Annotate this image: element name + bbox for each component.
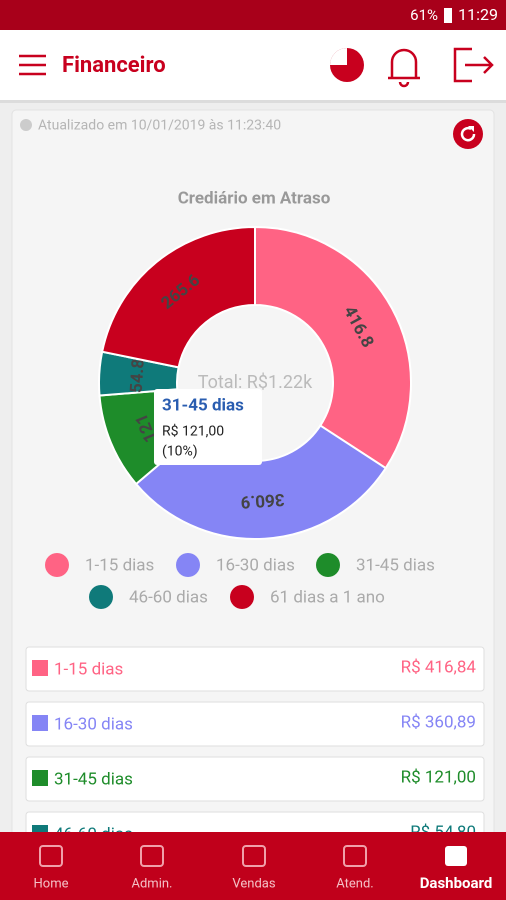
center-label: Total: R$1.22k <box>198 372 313 393</box>
notifications-button[interactable] <box>388 48 420 88</box>
list-swatch <box>32 770 48 786</box>
list-label: 1-15 dias <box>54 659 123 679</box>
nav-items: Home Admin. Vendas Atend. Dashboard <box>34 845 493 892</box>
header-shadow <box>0 100 506 103</box>
nav-icon <box>140 845 164 867</box>
list-value: R$ 416,84 <box>401 657 477 677</box>
nav-label: Home <box>34 876 69 891</box>
chart-title: Crediário em Atraso <box>178 188 331 208</box>
list-label: 16-30 dias <box>54 714 133 734</box>
list-item[interactable] <box>25 646 485 692</box>
nav-item[interactable]: Admin. <box>132 845 173 891</box>
donut-slice[interactable] <box>254 225 412 470</box>
legend: 1-15 dias 16-30 dias 31-45 dias 46-60 dias 6… <box>45 553 435 609</box>
header <box>0 30 506 100</box>
list-value: R$ 121,00 <box>401 767 476 787</box>
legend-label[interactable]: 16-30 dias <box>216 555 295 575</box>
donut-slice[interactable] <box>100 225 256 369</box>
nav-icon <box>39 845 63 867</box>
nav-item[interactable]: Vendas <box>232 845 276 891</box>
tooltip-title: 31-45 dias <box>162 395 244 415</box>
legend-swatch[interactable] <box>176 553 200 577</box>
list-label: 31-45 dias <box>54 769 133 789</box>
legend-swatch[interactable] <box>230 585 254 609</box>
menu-button[interactable] <box>19 54 46 76</box>
legend-label[interactable]: 31-45 dias <box>356 555 435 575</box>
tooltip-percent: (10%) <box>162 444 198 460</box>
legend-label[interactable]: 1-15 dias <box>85 555 154 575</box>
refresh-button[interactable] <box>453 119 483 149</box>
chart-icon-button[interactable] <box>330 48 364 82</box>
list-item[interactable] <box>25 701 485 747</box>
legend-label[interactable]: 46-60 dias <box>129 587 208 607</box>
tooltip-value: R$ 121,00 <box>162 423 224 440</box>
slice-label: 360.9 <box>240 489 285 512</box>
nav-item[interactable]: Atend. <box>336 845 374 891</box>
list-item[interactable] <box>25 756 485 802</box>
status-bar <box>0 0 506 30</box>
nav-label: Admin. <box>132 876 173 891</box>
nav-label: Atend. <box>336 876 373 891</box>
header-title: Financeiro <box>62 53 166 78</box>
clock-icon <box>20 119 32 131</box>
nav-label: Dashboard <box>420 874 493 892</box>
nav-icon <box>343 845 367 867</box>
nav-icon <box>242 845 266 867</box>
list-swatch <box>32 660 48 676</box>
slice-label: 54.8 <box>127 358 149 393</box>
battery-level: 61% <box>410 6 438 24</box>
nav-item[interactable]: Dashboard <box>420 846 493 892</box>
list-swatch <box>32 715 48 731</box>
logout-button[interactable] <box>453 47 494 83</box>
battery-icon <box>444 8 452 23</box>
nav-label: Vendas <box>232 876 275 891</box>
tooltip <box>154 389 262 465</box>
clock: 11:29 <box>458 5 498 24</box>
legend-label[interactable]: 61 dias a 1 ano <box>270 587 385 607</box>
updated-text: Atualizado em 10/01/2019 às 11:23:40 <box>38 118 281 134</box>
legend-swatch[interactable] <box>316 553 340 577</box>
legend-swatch[interactable] <box>45 553 69 577</box>
nav-icon <box>445 846 467 866</box>
list-value: R$ 360,89 <box>401 712 476 732</box>
legend-swatch[interactable] <box>89 585 113 609</box>
nav-item[interactable]: Home <box>34 845 69 891</box>
